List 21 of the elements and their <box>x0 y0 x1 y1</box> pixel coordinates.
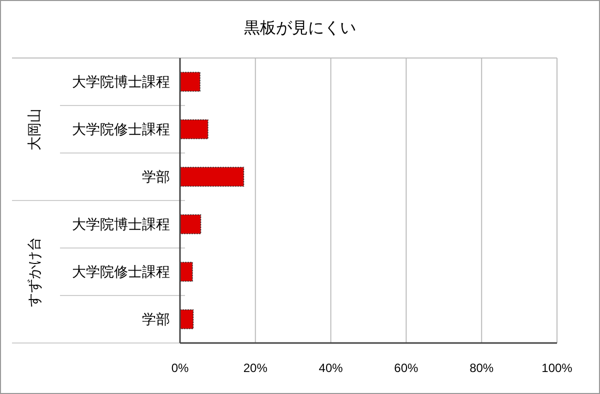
y-tick-label: 大学院博士課程 <box>72 216 170 232</box>
x-tick-label: 0% <box>171 361 189 375</box>
x-tick-label: 100% <box>542 361 573 375</box>
x-tick-label: 60% <box>394 361 419 375</box>
chart-title: 黒板が見にくい <box>244 20 356 37</box>
y-tick-label: 大学院修士課程 <box>72 264 170 280</box>
bar <box>180 166 244 187</box>
y-tick-label: 大学院博士課程 <box>72 74 170 90</box>
x-tick-label: 80% <box>470 361 494 375</box>
x-tick-label: 40% <box>318 361 344 375</box>
bar <box>180 119 208 140</box>
bar <box>180 214 202 234</box>
text: 大岡山 <box>26 108 42 150</box>
x-tick-label: 20% <box>243 361 268 375</box>
bar <box>180 72 200 92</box>
bar <box>180 262 193 282</box>
y-tick-label: 学部 <box>142 168 170 185</box>
bar <box>180 309 194 330</box>
y-tick-label: 大学院修士課程 <box>72 121 170 138</box>
y-tick-label: 学部 <box>142 311 170 328</box>
text: すずかけ台 <box>26 236 42 307</box>
